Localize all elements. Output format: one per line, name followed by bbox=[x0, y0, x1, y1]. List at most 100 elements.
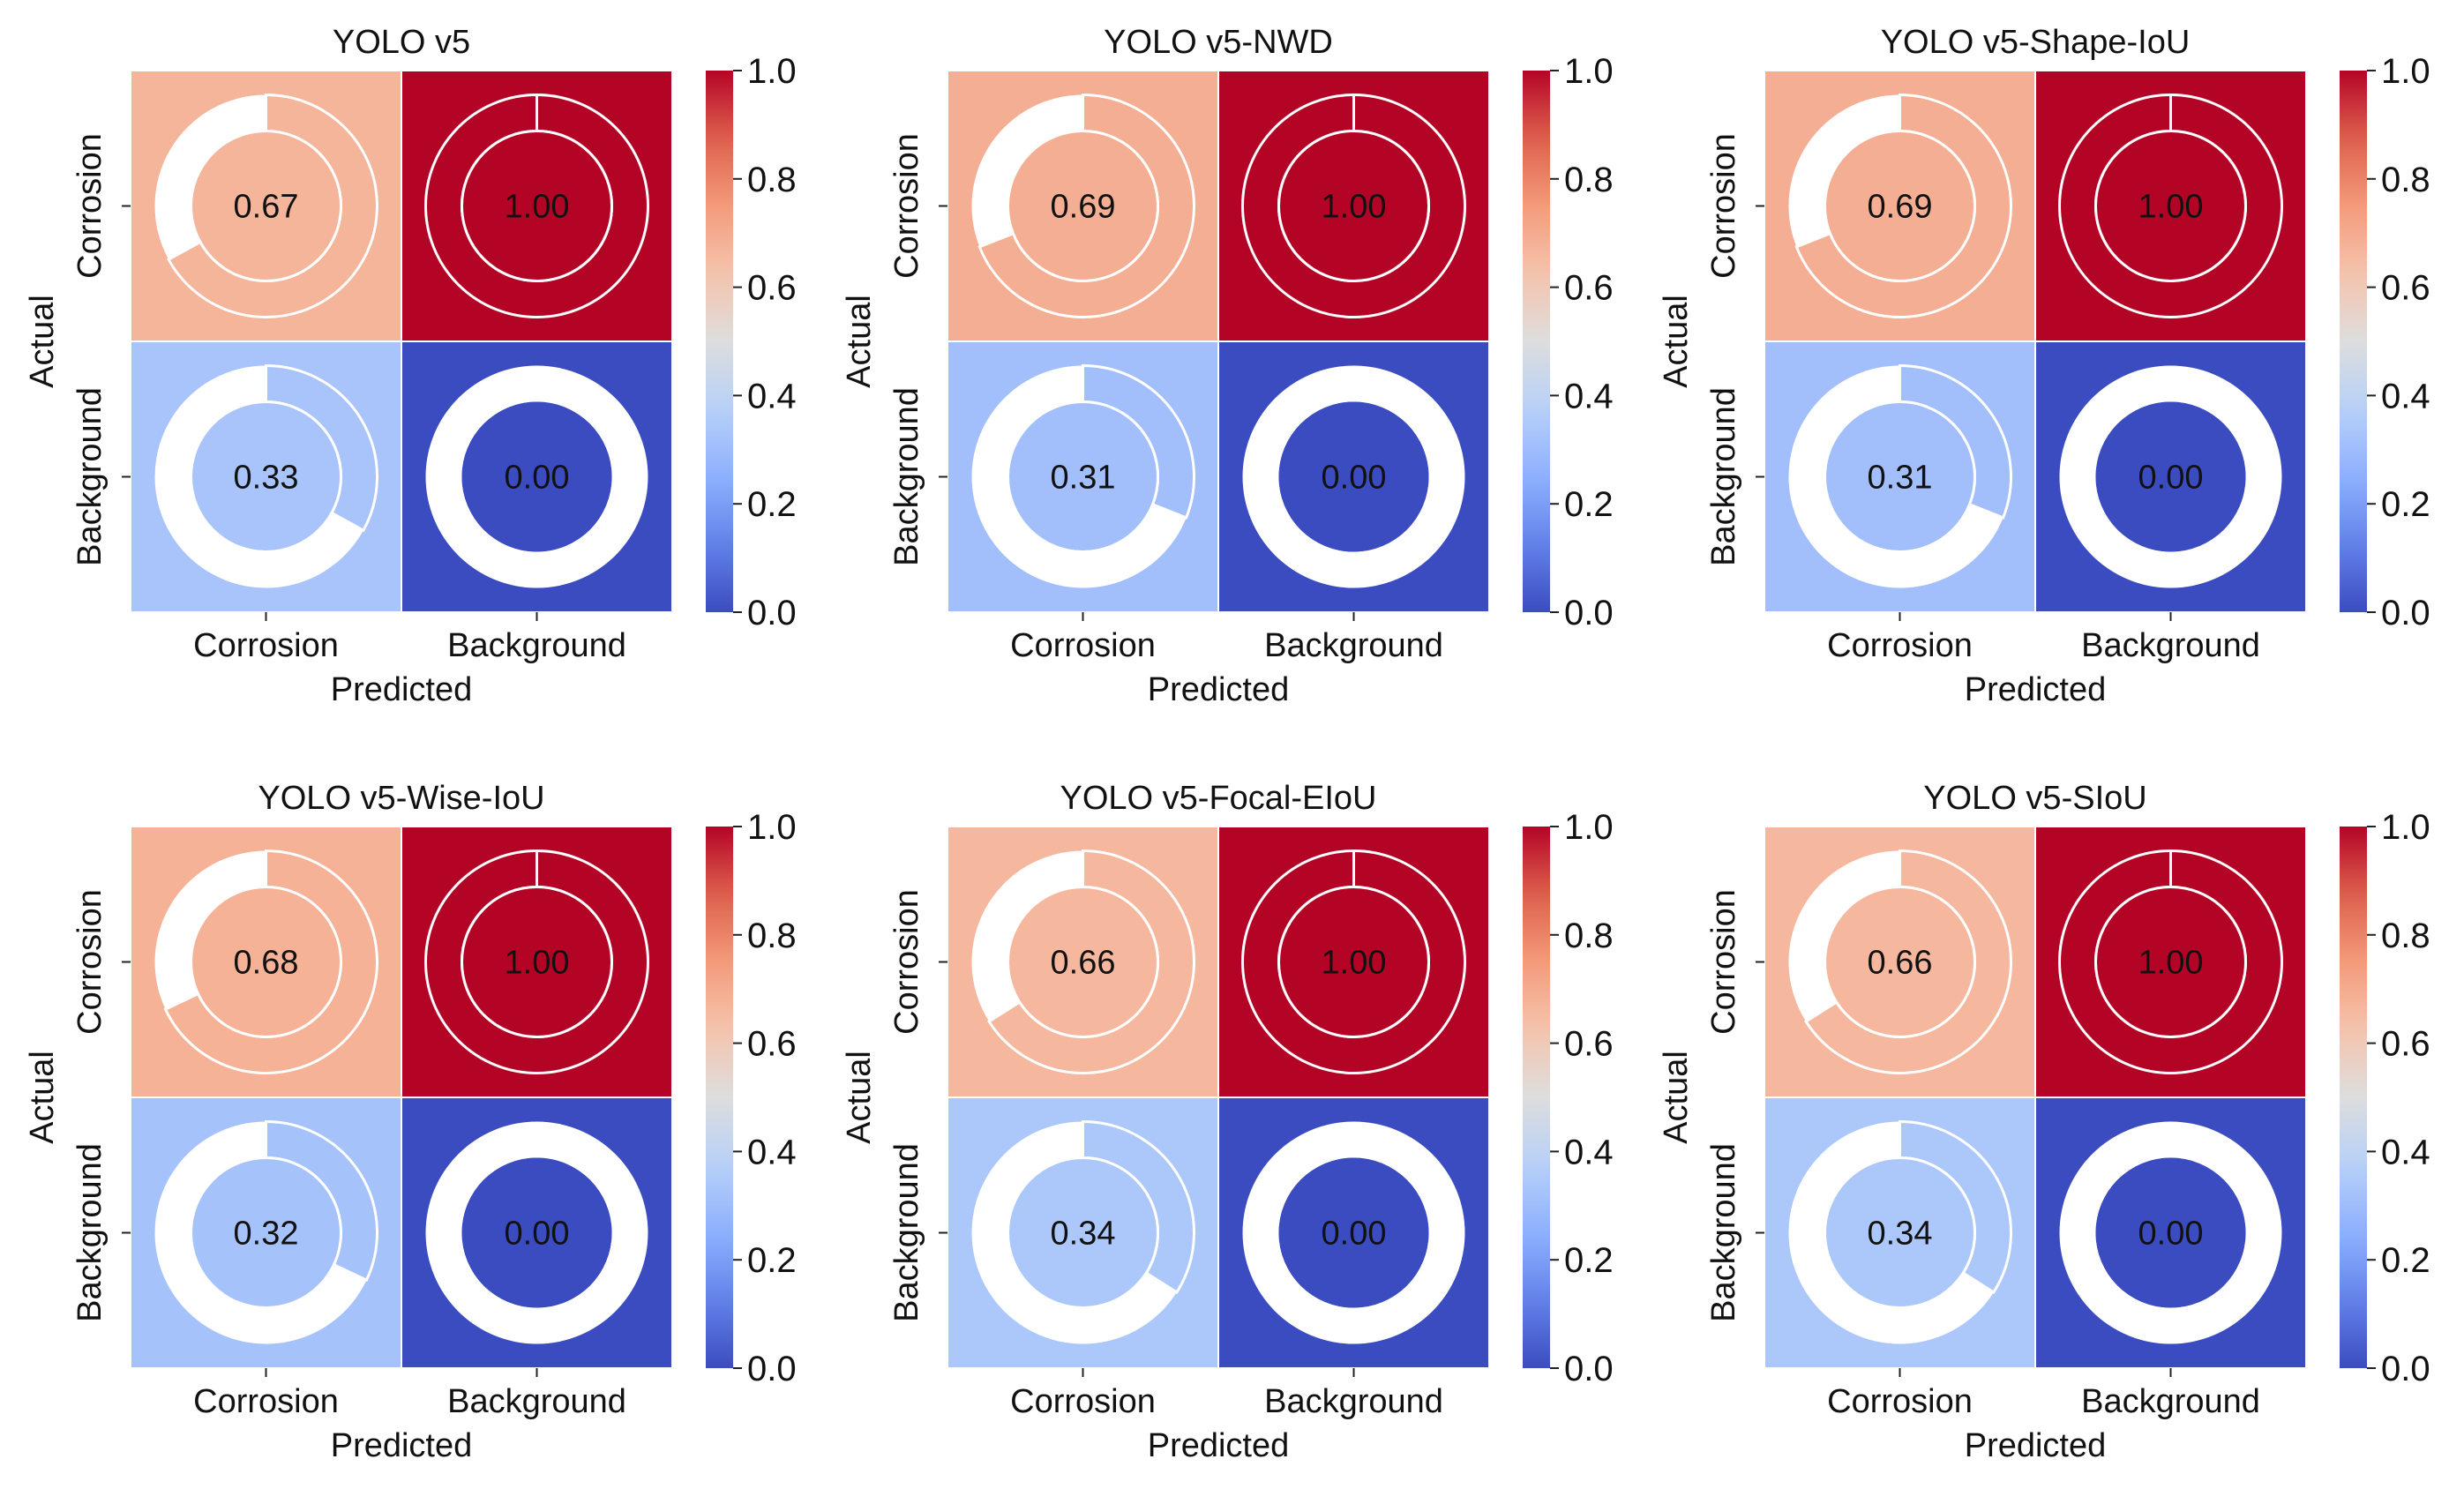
panel-title: YOLO v5-SIoU bbox=[1923, 780, 2146, 817]
cell-value-label: 1.00 bbox=[2138, 189, 2204, 226]
colorbar-tick-label: 0.8 bbox=[747, 917, 797, 955]
colorbar bbox=[2340, 827, 2367, 1368]
heatmap-cell-group: 0.34 bbox=[1764, 1096, 2036, 1369]
confusion-matrix-panel: YOLO v5-Shape-IoU 0.69 1.00 0.31 0.00 Corrosi… bbox=[1658, 24, 2430, 708]
heatmap-cell-group: 1.00 bbox=[401, 70, 673, 342]
cell-value-label: 0.00 bbox=[505, 460, 570, 497]
ring-inner-circle bbox=[2094, 130, 2247, 282]
x-tick-label: Corrosion bbox=[193, 1383, 339, 1420]
heatmap-cell-group: 0.00 bbox=[2034, 1096, 2307, 1369]
heatmap-cell-group: 0.34 bbox=[947, 1096, 1219, 1369]
colorbar-tick-label: 0.6 bbox=[747, 1025, 797, 1064]
ring-remainder-arc bbox=[1788, 1121, 1994, 1344]
y-tick-label: Background bbox=[71, 1143, 109, 1322]
colorbar-tick-label: 1.0 bbox=[2381, 52, 2430, 91]
heatmap-cell-group: 0.32 bbox=[130, 1096, 402, 1369]
ring-inner-circle bbox=[1007, 1156, 1159, 1309]
cell-value-label: 0.00 bbox=[2138, 1216, 2204, 1253]
y-tick-label: Corrosion bbox=[888, 133, 925, 279]
x-tick-label: Corrosion bbox=[1827, 627, 1973, 664]
heatmap-cell-group: 0.31 bbox=[947, 340, 1219, 613]
ring-inner-circle bbox=[1278, 401, 1429, 552]
x-axis-label: Predicted bbox=[1148, 1427, 1290, 1464]
colorbar-tick-label: 0.0 bbox=[1564, 594, 1614, 632]
heatmap-cell-group: 0.67 bbox=[130, 70, 402, 342]
ring-inner-circle bbox=[190, 130, 342, 282]
heatmap-cell-group: 1.00 bbox=[2034, 826, 2307, 1098]
y-tick-label: Background bbox=[1705, 387, 1742, 566]
cell-value-label: 0.32 bbox=[234, 1216, 299, 1253]
colorbar-tick-label: 0.4 bbox=[1564, 377, 1614, 415]
ring-inner-circle bbox=[461, 886, 613, 1038]
ring-remainder-arc bbox=[971, 94, 1083, 247]
heatmap-cell-group: 0.00 bbox=[401, 340, 673, 613]
panel-title: YOLO v5-Shape-IoU bbox=[1881, 24, 2191, 61]
y-tick-label: Background bbox=[71, 387, 109, 566]
panel-title: YOLO v5-Focal-EIoU bbox=[1060, 780, 1377, 817]
colorbar-tick-label: 0.6 bbox=[747, 269, 797, 308]
heatmap-cell-group: 0.69 bbox=[947, 70, 1219, 342]
heatmap-cell-group: 0.00 bbox=[1217, 340, 1490, 613]
colorbar-tick-label: 0.2 bbox=[2381, 485, 2430, 524]
ring-inner-circle bbox=[1007, 400, 1159, 553]
x-tick-label: Corrosion bbox=[1010, 627, 1156, 664]
cell-value-label: 0.00 bbox=[1322, 1216, 1387, 1253]
x-tick-label: Corrosion bbox=[1827, 1383, 1973, 1420]
ring-inner-circle bbox=[2094, 886, 2247, 1038]
colorbar bbox=[706, 71, 733, 612]
x-tick-label: Corrosion bbox=[193, 627, 339, 664]
x-axis-label: Predicted bbox=[1965, 671, 2107, 708]
ring-remainder-arc bbox=[1788, 365, 2003, 588]
y-axis-label: Actual bbox=[24, 1051, 61, 1144]
heatmap-cell-group: 0.66 bbox=[947, 826, 1219, 1098]
y-tick-label: Corrosion bbox=[71, 889, 109, 1035]
colorbar bbox=[2340, 71, 2367, 612]
heatmap-cell-group: 1.00 bbox=[401, 826, 673, 1098]
panel-title: YOLO v5-NWD bbox=[1104, 24, 1333, 61]
y-tick-label: Corrosion bbox=[888, 889, 925, 1035]
ring-remainder-arc bbox=[2059, 365, 2282, 588]
cell-value-label: 0.69 bbox=[1868, 189, 1933, 226]
ring-remainder-arc bbox=[154, 850, 266, 1010]
colorbar-tick-label: 1.0 bbox=[747, 808, 797, 847]
x-tick-label: Background bbox=[447, 627, 626, 664]
colorbar-tick-label: 0.4 bbox=[1564, 1133, 1614, 1171]
confusion-matrix-panel: YOLO v5-Focal-EIoU 0.66 1.00 0.34 0.00 Corros… bbox=[841, 780, 1614, 1464]
heatmap-cell-group: 0.69 bbox=[1764, 70, 2036, 342]
ring-inner-circle bbox=[190, 400, 342, 553]
colorbar-tick-label: 0.0 bbox=[1564, 1350, 1614, 1388]
colorbar-tick-label: 0.6 bbox=[1564, 269, 1614, 308]
colorbar-tick-label: 0.4 bbox=[2381, 1133, 2430, 1171]
confusion-matrix-panel: YOLO v5 0.67 1.00 0.33 0.00 Corrosion Backgrou… bbox=[24, 24, 797, 708]
ring-remainder-arc bbox=[971, 850, 1083, 1022]
cell-value-label: 0.67 bbox=[234, 189, 299, 226]
ring-inner-circle bbox=[1824, 886, 1976, 1038]
x-tick-label: Background bbox=[447, 1383, 626, 1420]
colorbar-tick-label: 0.6 bbox=[2381, 269, 2430, 308]
ring-remainder-arc bbox=[1242, 365, 1465, 588]
cell-value-label: 0.66 bbox=[1868, 945, 1933, 982]
colorbar-tick-label: 1.0 bbox=[2381, 808, 2430, 847]
heatmap-cell-group: 1.00 bbox=[1217, 826, 1490, 1098]
ring-inner-circle bbox=[1278, 1157, 1429, 1308]
cell-value-label: 1.00 bbox=[1322, 189, 1387, 226]
cell-value-label: 0.00 bbox=[2138, 460, 2204, 497]
heatmap-cell-group: 0.00 bbox=[1217, 1096, 1490, 1369]
colorbar-tick-label: 0.8 bbox=[747, 161, 797, 199]
panel-title: YOLO v5-Wise-IoU bbox=[258, 780, 544, 817]
y-tick-label: Background bbox=[1705, 1143, 1742, 1322]
colorbar-tick-label: 0.0 bbox=[2381, 1350, 2430, 1388]
colorbar-tick-label: 0.8 bbox=[2381, 161, 2430, 199]
colorbar-tick-label: 0.8 bbox=[1564, 917, 1614, 955]
y-axis-label: Actual bbox=[841, 1051, 878, 1144]
heatmap-cell-group: 0.66 bbox=[1764, 826, 2036, 1098]
ring-remainder-arc bbox=[1788, 94, 1900, 247]
cell-value-label: 1.00 bbox=[2138, 945, 2204, 982]
colorbar-tick-label: 0.0 bbox=[2381, 594, 2430, 632]
colorbar bbox=[1523, 827, 1550, 1368]
x-tick-label: Background bbox=[2081, 627, 2260, 664]
confusion-matrix-panel: YOLO v5-SIoU 0.66 1.00 0.34 0.00 Corrosion Bac… bbox=[1658, 780, 2430, 1464]
y-tick-label: Background bbox=[888, 387, 925, 566]
heatmap-cell-group: 0.00 bbox=[401, 1096, 673, 1369]
